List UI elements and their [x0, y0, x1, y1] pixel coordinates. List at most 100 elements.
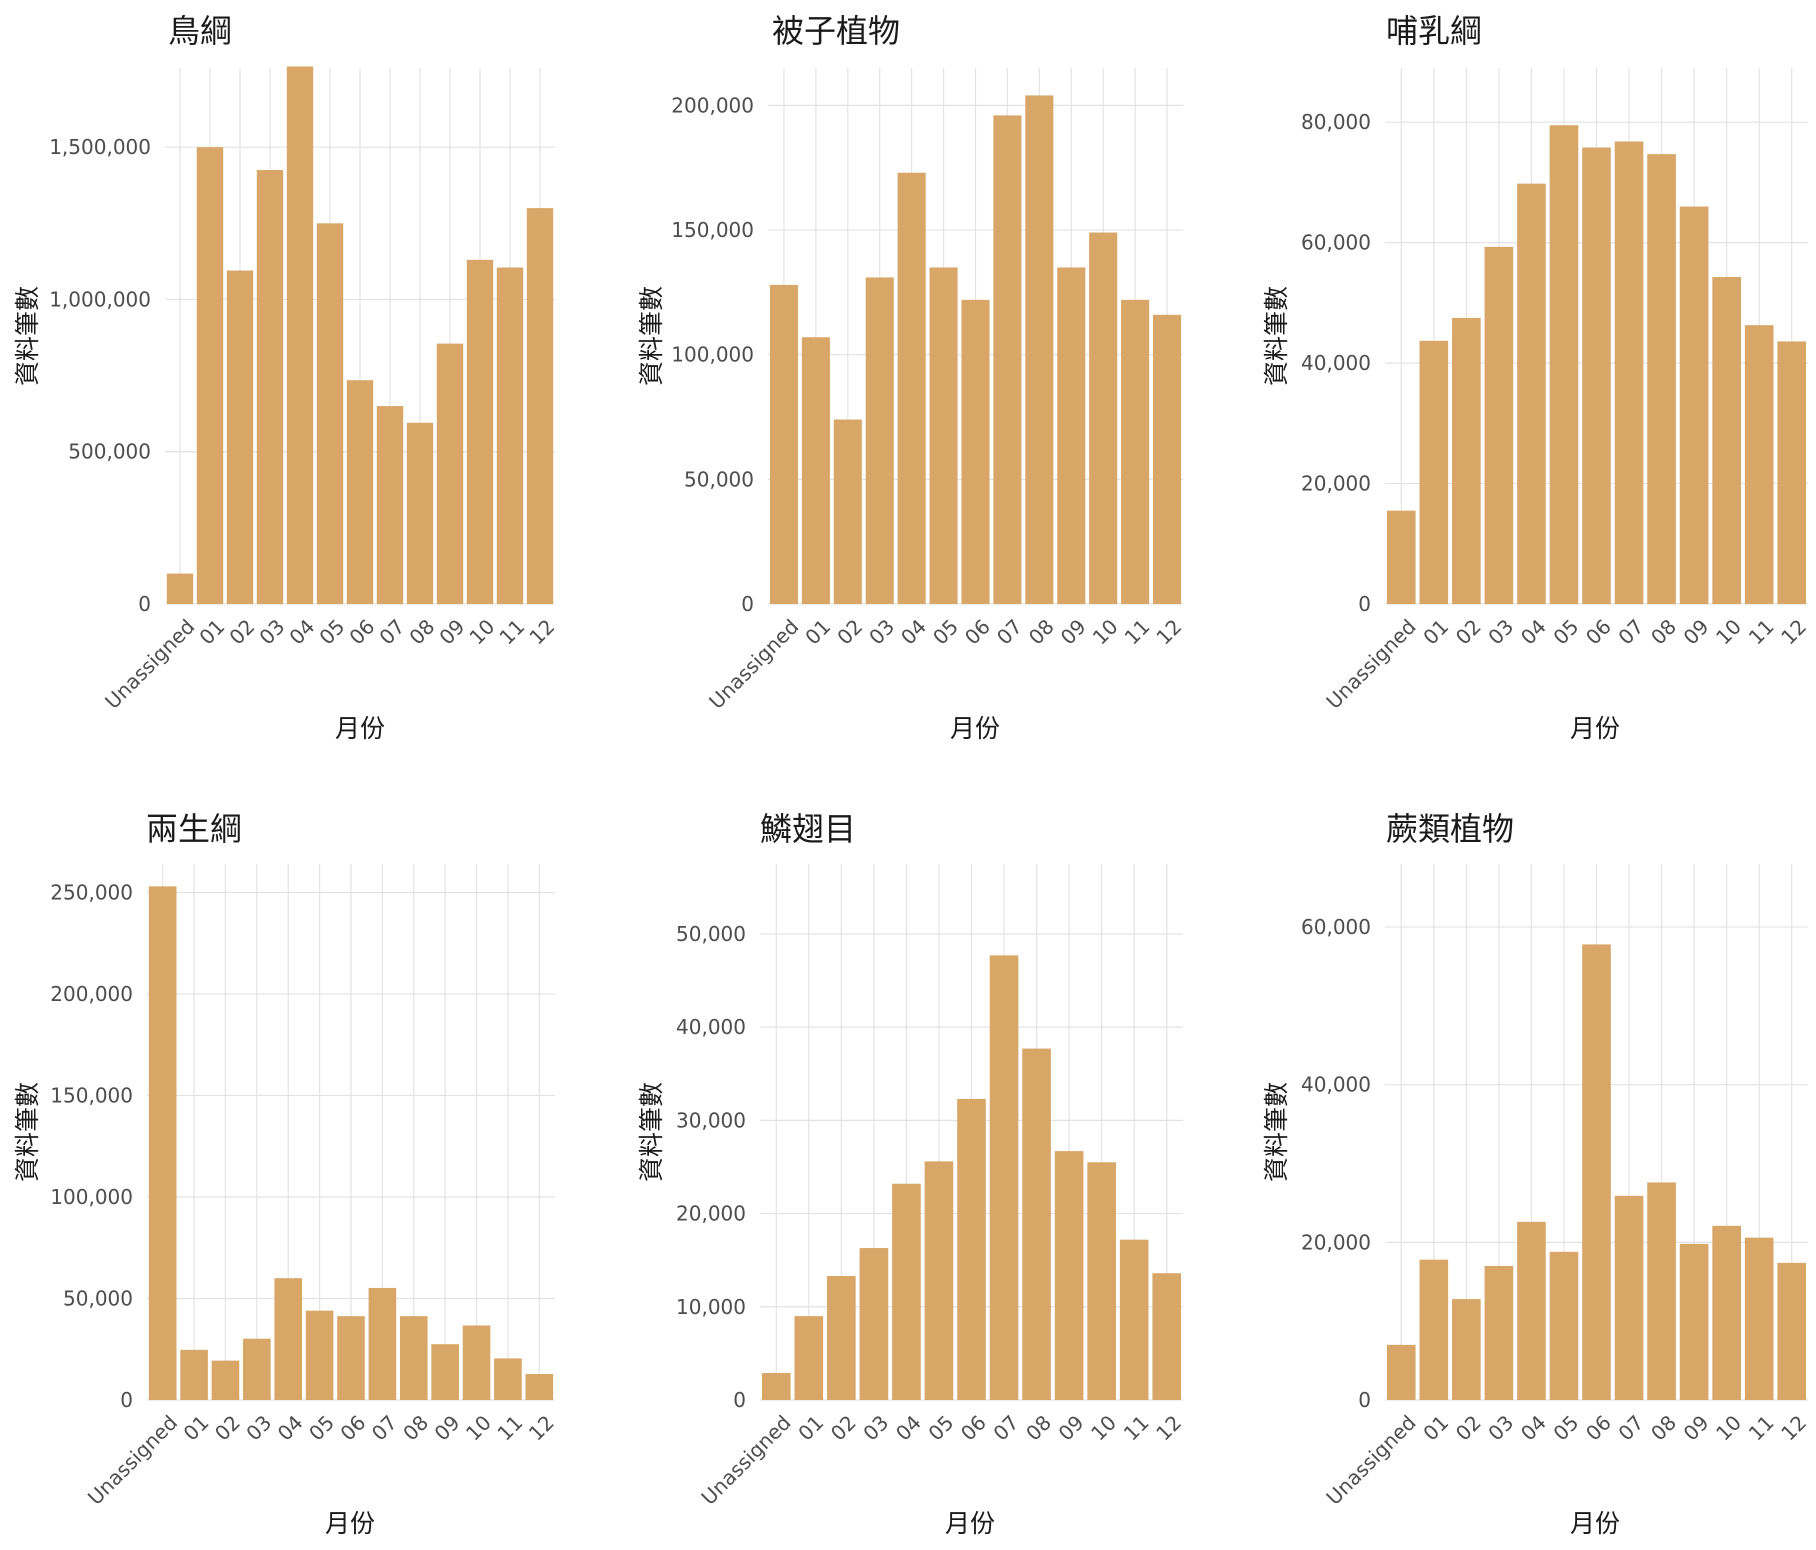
bar-04 [897, 172, 926, 604]
x-tick-label: 03 [858, 1410, 893, 1445]
y-tick-label: 500,000 [68, 440, 151, 464]
x-tick-label: 11 [492, 1410, 527, 1445]
x-tick-label: 01 [793, 1410, 828, 1445]
x-tick-label: Unassigned [1321, 1410, 1420, 1509]
bar-07 [1614, 141, 1644, 604]
bar-03 [1484, 1266, 1514, 1400]
y-tick-label: 50,000 [63, 1286, 133, 1310]
x-tick-label: 09 [1056, 614, 1091, 649]
x-tick-label: 06 [335, 1410, 370, 1445]
bar-11 [494, 1358, 522, 1400]
bar-03 [256, 170, 284, 605]
y-tick-label: 40,000 [676, 1015, 746, 1039]
bar-01 [1419, 340, 1449, 604]
x-tick-label: 10 [461, 1410, 496, 1445]
x-tick-label: 04 [891, 1410, 926, 1445]
bar-02 [211, 1360, 240, 1400]
x-tick-label: 06 [956, 1410, 991, 1445]
bar-09 [1679, 206, 1709, 605]
y-tick-label: 60,000 [1301, 915, 1371, 939]
bar-01 [180, 1349, 208, 1400]
bar-03 [243, 1338, 271, 1400]
bar-08 [1025, 95, 1054, 605]
y-tick-label: 100,000 [50, 1185, 133, 1209]
bar-06 [1582, 944, 1611, 1400]
x-tick-label: Unassigned [696, 1410, 795, 1509]
bar-Unassigned [166, 573, 194, 604]
x-tick-label: 05 [1548, 614, 1583, 649]
bar-11 [496, 267, 524, 604]
y-tick-label: 0 [138, 592, 151, 616]
chart-title: 兩生綱 [146, 810, 242, 848]
chart-title: 鱗翅目 [760, 810, 856, 848]
y-tick-label: 1,500,000 [49, 135, 151, 159]
x-axis-label: 月份 [945, 1509, 995, 1538]
x-tick-label: 08 [398, 1410, 433, 1445]
x-tick-label: 06 [960, 614, 995, 649]
x-tick-label: 01 [1418, 614, 1453, 649]
x-tick-label: 09 [1679, 614, 1714, 649]
x-tick-label: Unassigned [83, 1410, 182, 1509]
y-tick-label: 250,000 [50, 880, 133, 904]
x-tick-label: Unassigned [704, 614, 803, 713]
x-tick-label: 06 [1581, 614, 1616, 649]
x-tick-label: 10 [1711, 1410, 1746, 1445]
x-tick-label: 08 [1646, 614, 1681, 649]
bar-12 [526, 208, 554, 604]
y-tick-label: 40,000 [1301, 1073, 1371, 1097]
bar-04 [1517, 1221, 1546, 1400]
x-tick-label: 06 [1581, 1410, 1616, 1445]
x-tick-label: Unassigned [1321, 614, 1420, 713]
bar-03 [865, 277, 894, 604]
x-tick-label: 08 [1646, 1410, 1681, 1445]
bar-09 [1054, 1151, 1084, 1400]
bar-07 [368, 1287, 397, 1400]
y-tick-label: 1,000,000 [49, 287, 151, 311]
y-axis-label: 資料筆數 [637, 286, 666, 386]
y-tick-label: 50,000 [676, 922, 746, 946]
y-tick-label: 20,000 [676, 1202, 746, 1226]
bar-05 [316, 223, 344, 604]
bar-04 [286, 66, 314, 604]
bar-11 [1119, 1239, 1149, 1400]
x-tick-label: 02 [1451, 614, 1486, 649]
chart-panel-4: 0 50,000 100,000 150,000 200,000 250,000 Unass… [13, 810, 559, 1538]
y-tick-label: 100,000 [671, 343, 754, 367]
bar-06 [961, 299, 990, 604]
x-tick-label: 11 [1120, 614, 1155, 649]
x-tick-label: 08 [1024, 614, 1059, 649]
bar-07 [989, 955, 1019, 1400]
bar-02 [827, 1276, 856, 1400]
bar-07 [1614, 1195, 1644, 1400]
x-tick-label: 03 [1483, 1410, 1518, 1445]
chart-panel-6: 020,00040,00060,000Unassigned01020304050… [1262, 810, 1811, 1538]
bar-09 [1679, 1243, 1709, 1400]
y-tick-label: 200,000 [50, 982, 133, 1006]
x-tick-label: 05 [928, 614, 963, 649]
y-tick-label: 40,000 [1301, 351, 1371, 375]
bar-10 [466, 259, 494, 604]
x-tick-label: 09 [430, 1410, 465, 1445]
y-axis-label: 資料筆數 [1262, 286, 1291, 386]
x-tick-label: 07 [367, 1410, 402, 1445]
x-tick-label: 02 [210, 1410, 245, 1445]
x-tick-label: 11 [1744, 1410, 1779, 1445]
bar-05 [1549, 125, 1579, 604]
bar-10 [1087, 1162, 1116, 1400]
bar-02 [1452, 1299, 1481, 1400]
x-tick-label: 08 [1021, 1410, 1056, 1445]
y-tick-label: 50,000 [684, 467, 754, 491]
bar-12 [1777, 1262, 1807, 1400]
x-tick-label: 07 [992, 614, 1027, 649]
bar-12 [1152, 1273, 1182, 1400]
chart-title: 蕨類植物 [1386, 810, 1514, 848]
y-tick-label: 150,000 [50, 1083, 133, 1107]
bar-10 [1712, 276, 1741, 604]
bar-07 [993, 115, 1022, 605]
bar-09 [436, 343, 464, 604]
bar-09 [431, 1344, 459, 1400]
y-tick-label: 0 [733, 1388, 746, 1412]
bar-01 [801, 337, 830, 604]
bar-08 [1022, 1048, 1051, 1400]
